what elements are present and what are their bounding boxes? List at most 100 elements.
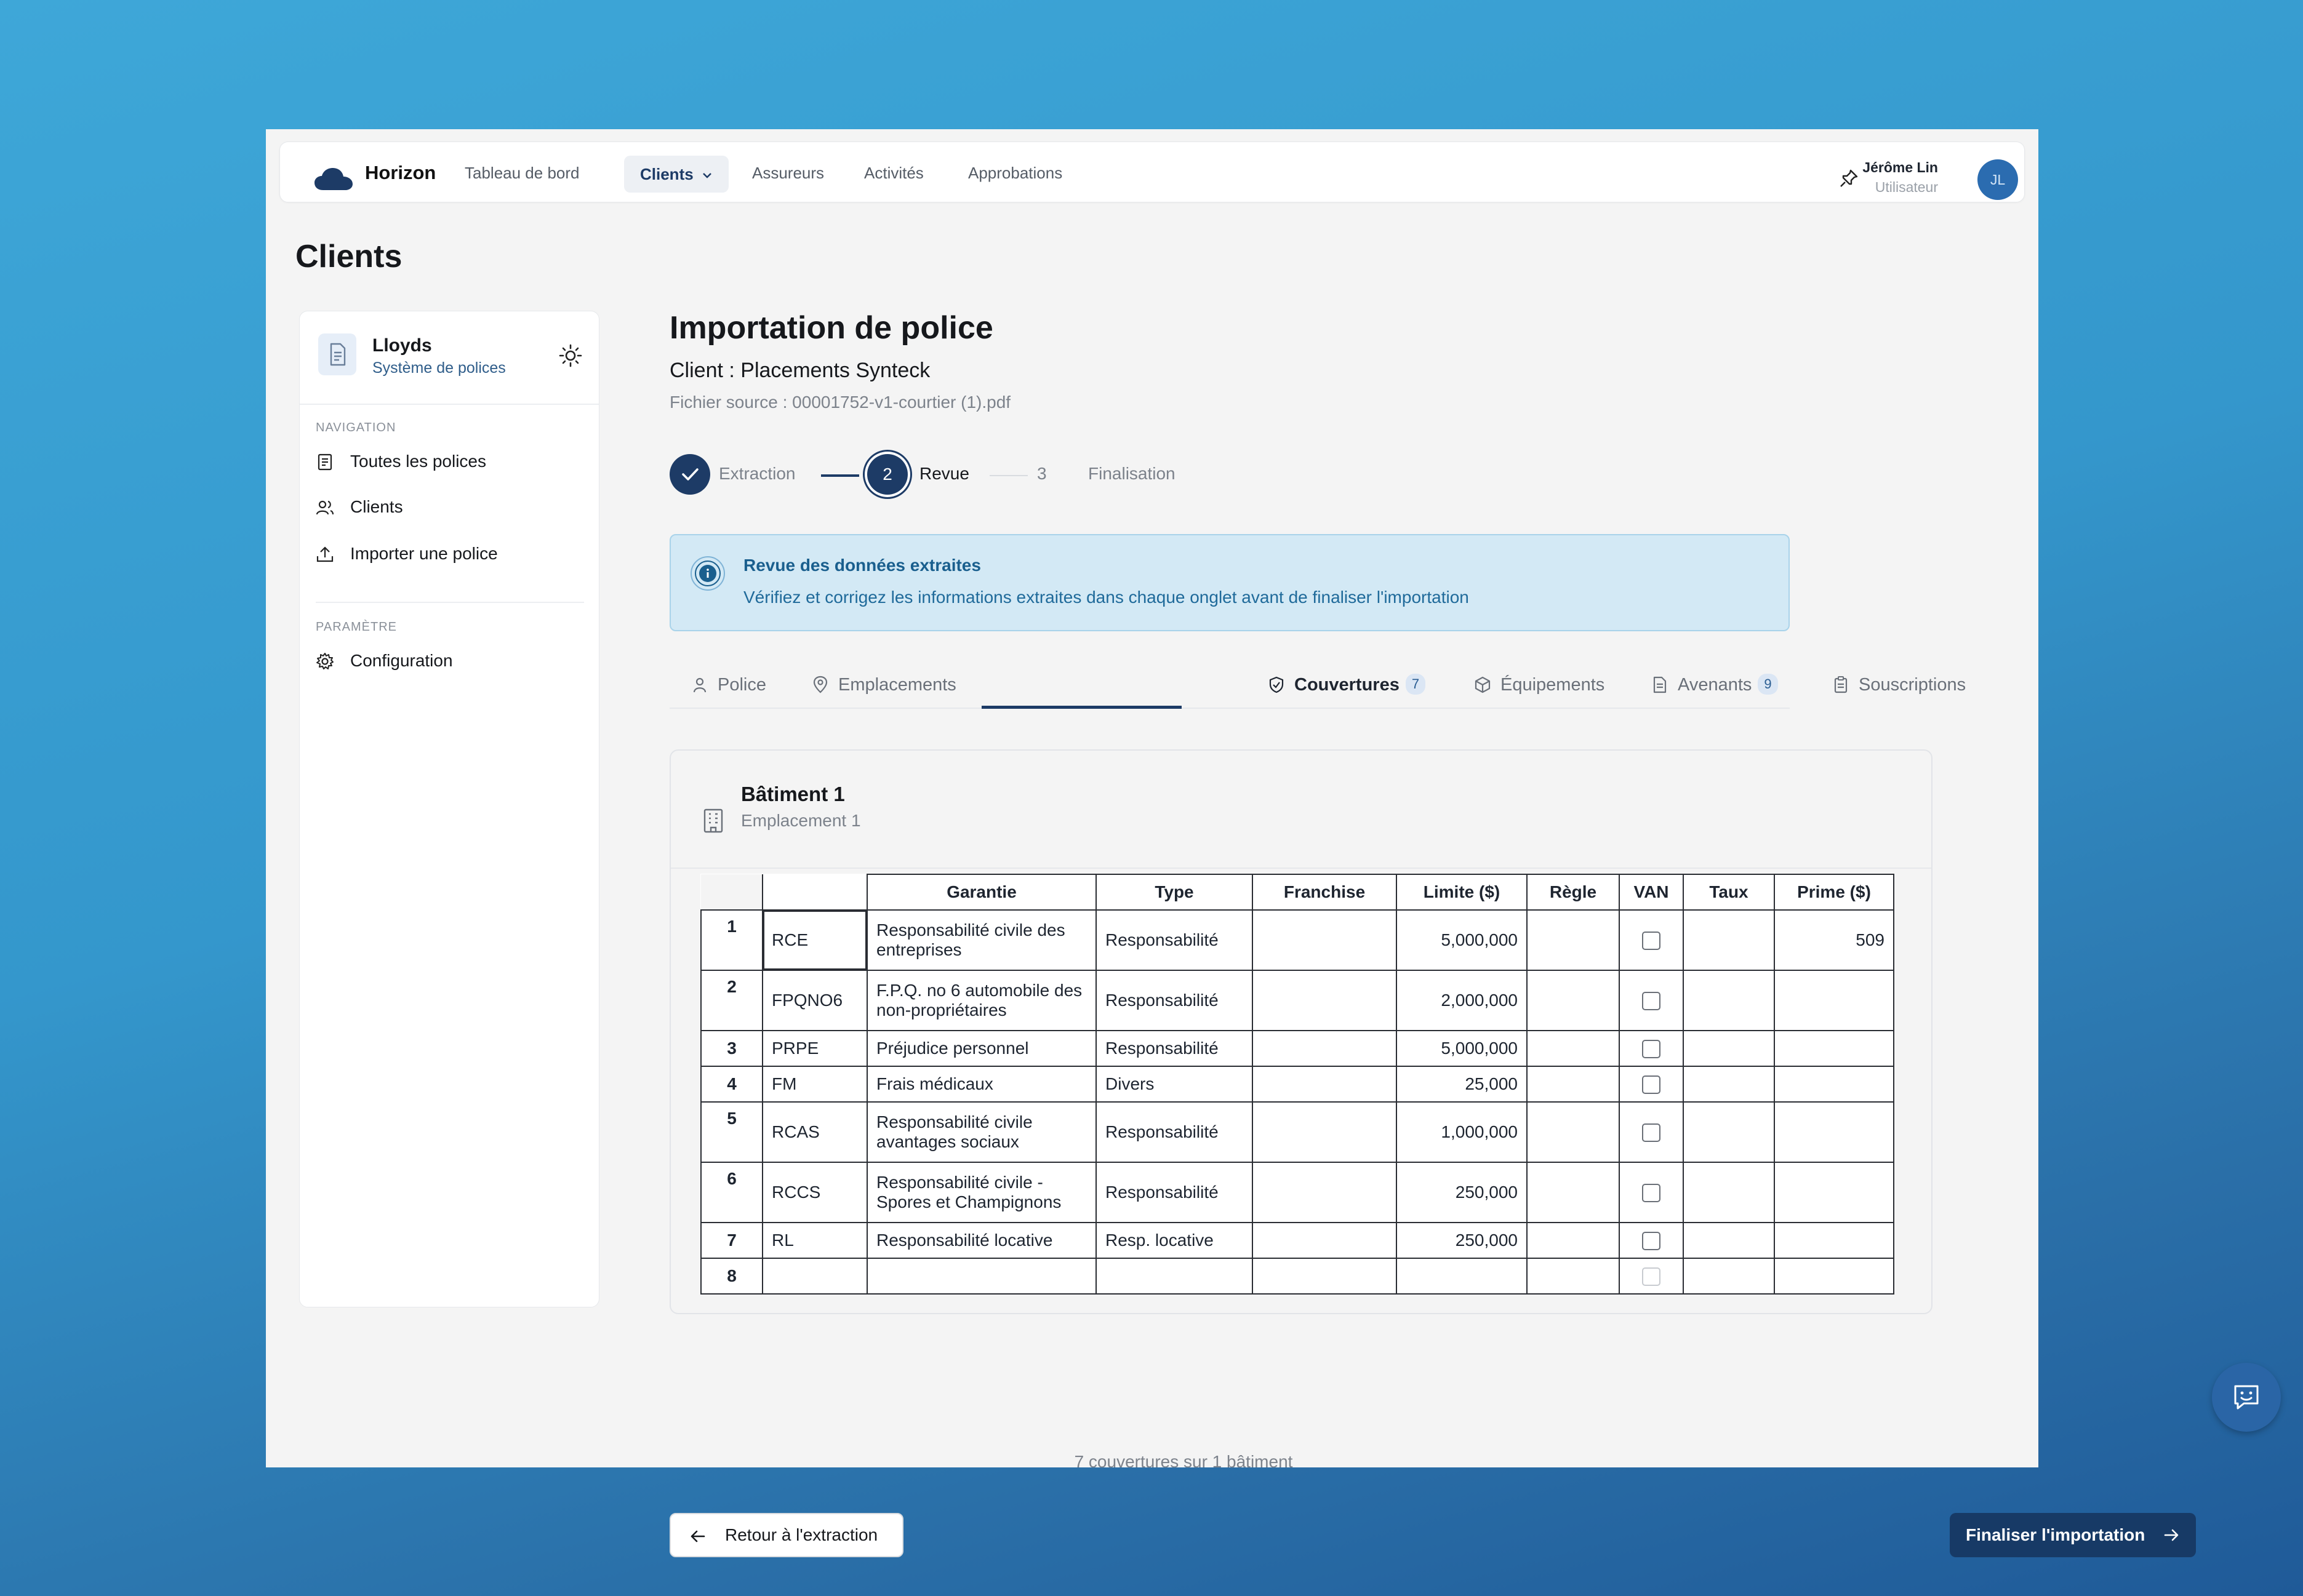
prime-cell[interactable] — [1774, 1258, 1894, 1295]
type-cell[interactable] — [1095, 1258, 1253, 1295]
garantie-cell[interactable]: Responsabilité civile avantages sociaux — [867, 1101, 1097, 1163]
regle-cell[interactable] — [1526, 1162, 1620, 1223]
prime-cell[interactable] — [1774, 1030, 1894, 1067]
van-checkbox[interactable] — [1642, 1123, 1660, 1143]
limite-cell[interactable]: 5,000,000 — [1396, 1030, 1528, 1067]
tab-couvertures[interactable]: Couvertures 7 — [1267, 668, 1426, 702]
regle-cell[interactable] — [1526, 1258, 1620, 1295]
tab-emplacements[interactable]: Emplacements — [811, 668, 956, 702]
garantie-cell[interactable]: Responsabilité civile des entreprises — [867, 909, 1097, 971]
tab-avenants[interactable]: Avenants 9 — [1651, 668, 1778, 702]
regle-cell[interactable] — [1526, 1101, 1620, 1163]
sidebar-item-importer[interactable]: Importer une police — [316, 540, 498, 567]
step-done-circle[interactable] — [670, 454, 710, 495]
garantie-cell[interactable]: F.P.Q. no 6 automobile des non-propriéta… — [867, 970, 1097, 1031]
back-to-extraction-button[interactable]: Retour à l'extraction — [670, 1513, 903, 1557]
code-cell[interactable]: RCE — [762, 909, 868, 971]
limite-cell[interactable]: 250,000 — [1396, 1162, 1528, 1223]
tab-souscriptions[interactable]: Souscriptions — [1832, 668, 1966, 702]
regle-cell[interactable] — [1526, 1066, 1620, 1103]
franchise-cell[interactable] — [1252, 909, 1397, 971]
limite-cell[interactable]: 5,000,000 — [1396, 909, 1528, 971]
code-cell[interactable]: FPQNO6 — [762, 970, 868, 1031]
type-cell[interactable]: Resp. locative — [1095, 1222, 1253, 1259]
regle-cell[interactable] — [1526, 1222, 1620, 1259]
header-prime[interactable]: Prime ($) — [1774, 874, 1894, 911]
header-taux[interactable]: Taux — [1683, 874, 1775, 911]
header-regle[interactable]: Règle — [1526, 874, 1620, 911]
limite-cell[interactable]: 250,000 — [1396, 1222, 1528, 1259]
type-cell[interactable]: Responsabilité — [1095, 1030, 1253, 1067]
taux-cell[interactable] — [1683, 1162, 1775, 1223]
nav-clients[interactable]: Clients — [624, 156, 729, 193]
regle-cell[interactable] — [1526, 909, 1620, 971]
sidebar-item-clients[interactable]: Clients — [316, 493, 403, 521]
brand-name[interactable]: Horizon — [365, 162, 436, 183]
van-checkbox[interactable] — [1642, 992, 1660, 1011]
taux-cell[interactable] — [1683, 909, 1775, 971]
garantie-cell[interactable] — [867, 1258, 1097, 1295]
nav-tableau-de-bord[interactable]: Tableau de bord — [465, 164, 580, 182]
avatar[interactable]: JL — [1977, 159, 2018, 200]
code-cell[interactable]: PRPE — [762, 1030, 868, 1067]
prime-cell[interactable] — [1774, 1222, 1894, 1259]
code-cell[interactable]: RL — [762, 1222, 868, 1259]
step-current-circle[interactable]: 2 — [867, 454, 908, 495]
nav-assureurs[interactable]: Assureurs — [752, 164, 825, 182]
step-extraction-label[interactable]: Extraction — [719, 464, 796, 483]
type-cell[interactable]: Responsabilité — [1095, 1101, 1253, 1163]
van-checkbox[interactable] — [1642, 1075, 1660, 1095]
franchise-cell[interactable] — [1252, 1101, 1397, 1163]
van-checkbox[interactable] — [1642, 932, 1660, 951]
header-van[interactable]: VAN — [1619, 874, 1684, 911]
nav-approbations[interactable]: Approbations — [968, 164, 1063, 182]
limite-cell[interactable]: 2,000,000 — [1396, 970, 1528, 1031]
garantie-cell[interactable]: Préjudice personnel — [867, 1030, 1097, 1067]
franchise-cell[interactable] — [1252, 1222, 1397, 1259]
garantie-cell[interactable]: Frais médicaux — [867, 1066, 1097, 1103]
prime-cell[interactable] — [1774, 1066, 1894, 1103]
cloud-logo-icon[interactable] — [314, 168, 353, 191]
code-cell[interactable]: RCCS — [762, 1162, 868, 1223]
prime-cell[interactable]: 509 — [1774, 909, 1894, 971]
code-cell[interactable]: FM — [762, 1066, 868, 1103]
nav-activites[interactable]: Activités — [864, 164, 924, 182]
franchise-cell[interactable] — [1252, 1162, 1397, 1223]
van-checkbox[interactable] — [1642, 1040, 1660, 1059]
taux-cell[interactable] — [1683, 970, 1775, 1031]
step-3-number[interactable]: 3 — [1037, 464, 1047, 483]
chat-assistant-button[interactable] — [2212, 1363, 2281, 1432]
tab-equipements[interactable]: Équipements — [1473, 668, 1604, 702]
tab-police[interactable]: Police — [691, 668, 766, 702]
van-checkbox[interactable] — [1642, 1267, 1660, 1287]
taux-cell[interactable] — [1683, 1066, 1775, 1103]
step-finalisation-label[interactable]: Finalisation — [1088, 464, 1176, 483]
user-name[interactable]: Jérôme Lin — [1862, 159, 1938, 175]
prime-cell[interactable] — [1774, 1101, 1894, 1163]
type-cell[interactable]: Responsabilité — [1095, 909, 1253, 971]
regle-cell[interactable] — [1526, 970, 1620, 1031]
type-cell[interactable]: Divers — [1095, 1066, 1253, 1103]
sidebar-item-toutes-les-polices[interactable]: Toutes les polices — [316, 448, 486, 475]
limite-cell[interactable]: 1,000,000 — [1396, 1101, 1528, 1163]
type-cell[interactable]: Responsabilité — [1095, 1162, 1253, 1223]
van-checkbox[interactable] — [1642, 1232, 1660, 1251]
franchise-cell[interactable] — [1252, 970, 1397, 1031]
code-cell[interactable] — [762, 1258, 868, 1295]
step-revue-label[interactable]: Revue — [919, 464, 969, 483]
finalize-import-button[interactable]: Finaliser l'importation — [1950, 1513, 2196, 1557]
header-limite[interactable]: Limite ($) — [1396, 874, 1528, 911]
franchise-cell[interactable] — [1252, 1030, 1397, 1067]
franchise-cell[interactable] — [1252, 1066, 1397, 1103]
taux-cell[interactable] — [1683, 1222, 1775, 1259]
franchise-cell[interactable] — [1252, 1258, 1397, 1295]
van-checkbox[interactable] — [1642, 1184, 1660, 1203]
prime-cell[interactable] — [1774, 1162, 1894, 1223]
header-franchise[interactable]: Franchise — [1252, 874, 1397, 911]
limite-cell[interactable] — [1396, 1258, 1528, 1295]
prime-cell[interactable] — [1774, 970, 1894, 1031]
type-cell[interactable]: Responsabilité — [1095, 970, 1253, 1031]
limite-cell[interactable]: 25,000 — [1396, 1066, 1528, 1103]
pin-icon[interactable] — [1838, 168, 1859, 189]
sun-icon[interactable] — [558, 343, 583, 368]
